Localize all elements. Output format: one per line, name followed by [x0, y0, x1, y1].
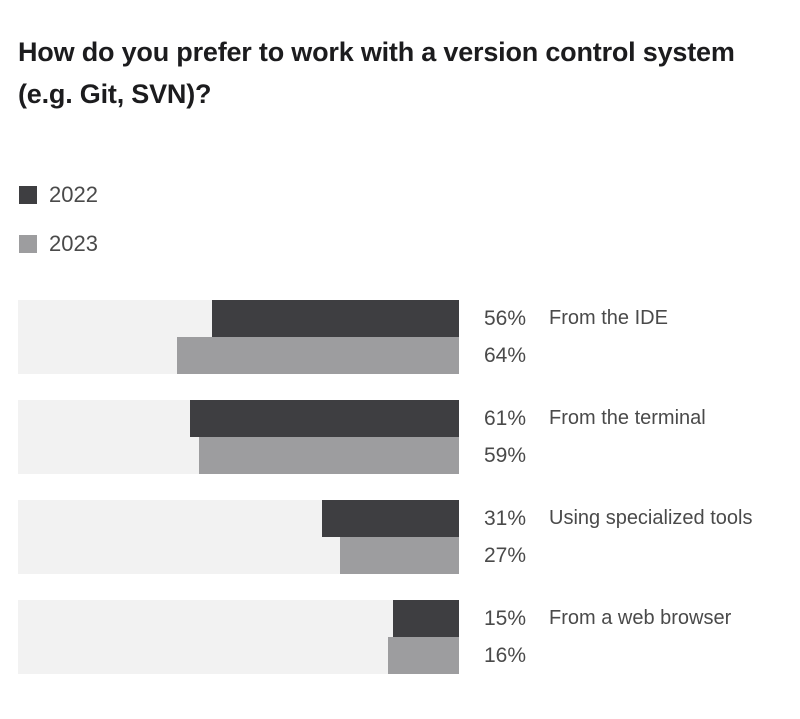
- bar-track: [18, 600, 459, 674]
- bar-group: 56% 64% From the IDE: [0, 300, 800, 374]
- value-label-2023: 16%: [484, 644, 527, 667]
- value-label-2023: 64%: [484, 344, 527, 367]
- value-label-2023: 27%: [484, 544, 527, 567]
- bar-2022: [212, 300, 459, 337]
- chart-title: How do you prefer to work with a version…: [18, 37, 735, 110]
- value-label-2022: 31%: [484, 507, 527, 530]
- legend-item-2023: 2023: [19, 231, 98, 256]
- legend-swatch-2022: [19, 186, 37, 204]
- bar-2023: [177, 337, 459, 374]
- bar-group: 31% 27% Using specialized tools: [0, 500, 800, 574]
- bar-2022: [393, 600, 459, 637]
- category-label: Using specialized tools: [549, 507, 753, 529]
- legend-item-2022: 2022: [19, 182, 98, 207]
- legend-label-2023: 2023: [49, 231, 98, 256]
- category-label: From the terminal: [549, 407, 706, 429]
- value-label-2023: 59%: [484, 444, 527, 467]
- bar-group: 61% 59% From the terminal: [0, 400, 800, 474]
- bar-2023: [340, 537, 459, 574]
- bar-2022: [322, 500, 459, 537]
- bar-2023: [199, 437, 459, 474]
- value-label-2022: 15%: [484, 607, 527, 630]
- bar-2022: [190, 400, 459, 437]
- bar-2023: [388, 637, 459, 674]
- legend-label-2022: 2022: [49, 182, 98, 207]
- category-label: From the IDE: [549, 307, 668, 329]
- bar-group: 15% 16% From a web browser: [0, 600, 800, 674]
- category-label: From a web browser: [549, 607, 732, 629]
- legend-swatch-2023: [19, 235, 37, 253]
- value-label-2022: 61%: [484, 407, 527, 430]
- value-label-2022: 56%: [484, 307, 527, 330]
